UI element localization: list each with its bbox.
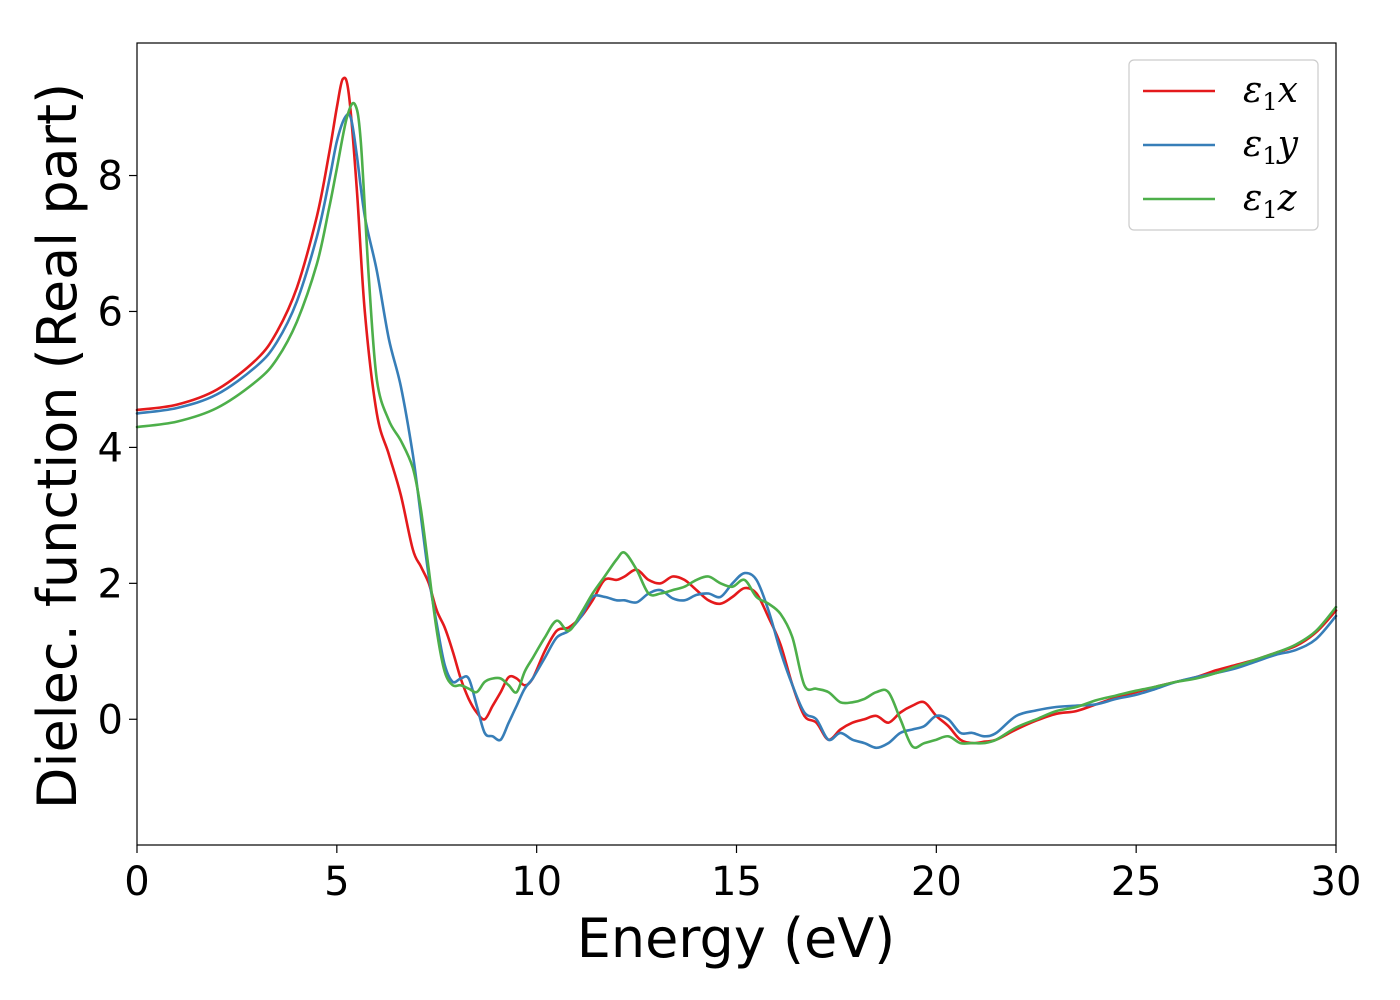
x-tick-label: 20 [911, 859, 962, 905]
series-line-x [135, 76, 1338, 745]
legend-frame [1128, 59, 1319, 231]
legend: ε1x ε1y ε1z [1128, 59, 1319, 231]
series-layer [135, 76, 1338, 750]
y-axis-title: Dielec. function (Real part) [26, 83, 89, 809]
x-tick-label: 15 [711, 859, 762, 905]
y-tick-label: 0 [98, 697, 123, 743]
x-tick-label: 30 [1311, 859, 1362, 905]
x-tick-label: 25 [1111, 859, 1162, 905]
y-tick-label: 8 [98, 154, 123, 200]
y-tick-label: 2 [98, 561, 123, 607]
legend-label-y: ε1y [1243, 124, 1299, 170]
legend-label-z: ε1z [1243, 178, 1298, 224]
x-tick-label: 0 [124, 859, 149, 905]
y-tick-label: 6 [98, 289, 123, 335]
x-tick-label: 5 [324, 859, 349, 905]
y-tick-label: 4 [98, 425, 123, 471]
series-line-z [135, 101, 1338, 750]
x-axis-ticks: 0 5 10 15 20 25 30 [124, 845, 1361, 905]
series-line-y [135, 112, 1338, 750]
x-axis-title: Energy (eV) [577, 907, 896, 970]
x-tick-label: 10 [511, 859, 562, 905]
legend-label-x: ε1x [1243, 70, 1298, 116]
y-axis-ticks: 0 2 4 6 8 [98, 154, 137, 743]
